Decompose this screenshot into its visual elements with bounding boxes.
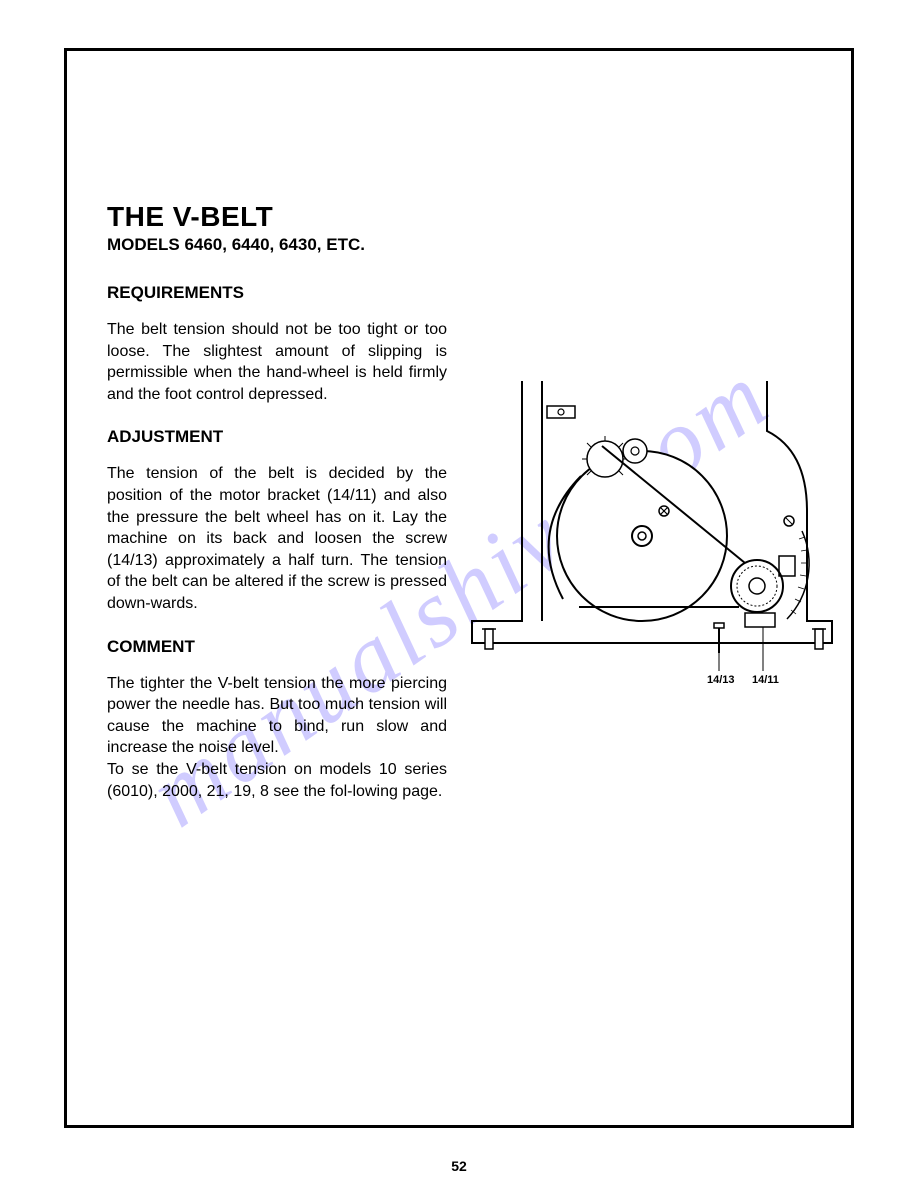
page: manualshive.com THE V-BELT MODELS 6460, … (0, 0, 918, 1188)
figure-label-screw: 14/13 (707, 674, 735, 686)
adjustment-body: The tension of the belt is decided by th… (107, 463, 447, 614)
vbelt-diagram: 14/13 14/11 (467, 381, 837, 691)
page-title: THE V-BELT (107, 201, 447, 233)
figure-column: 14/13 14/11 (467, 201, 837, 802)
page-subtitle: MODELS 6460, 6440, 6430, ETC. (107, 235, 447, 255)
section-heading-adjustment: ADJUSTMENT (107, 427, 447, 447)
text-column: THE V-BELT MODELS 6460, 6440, 6430, ETC.… (107, 201, 447, 802)
comment-body-2: To se the V-belt tension on models 10 se… (107, 759, 447, 802)
comment-body-1: The tighter the V-belt tension the more … (107, 673, 447, 759)
page-frame: THE V-BELT MODELS 6460, 6440, 6430, ETC.… (64, 48, 854, 1128)
page-number: 52 (0, 1158, 918, 1174)
section-heading-comment: COMMENT (107, 637, 447, 657)
content-row: THE V-BELT MODELS 6460, 6440, 6430, ETC.… (107, 201, 811, 802)
requirements-body: The belt tension should not be too tight… (107, 319, 447, 405)
section-heading-requirements: REQUIREMENTS (107, 283, 447, 303)
figure-label-bracket: 14/11 (752, 674, 779, 686)
